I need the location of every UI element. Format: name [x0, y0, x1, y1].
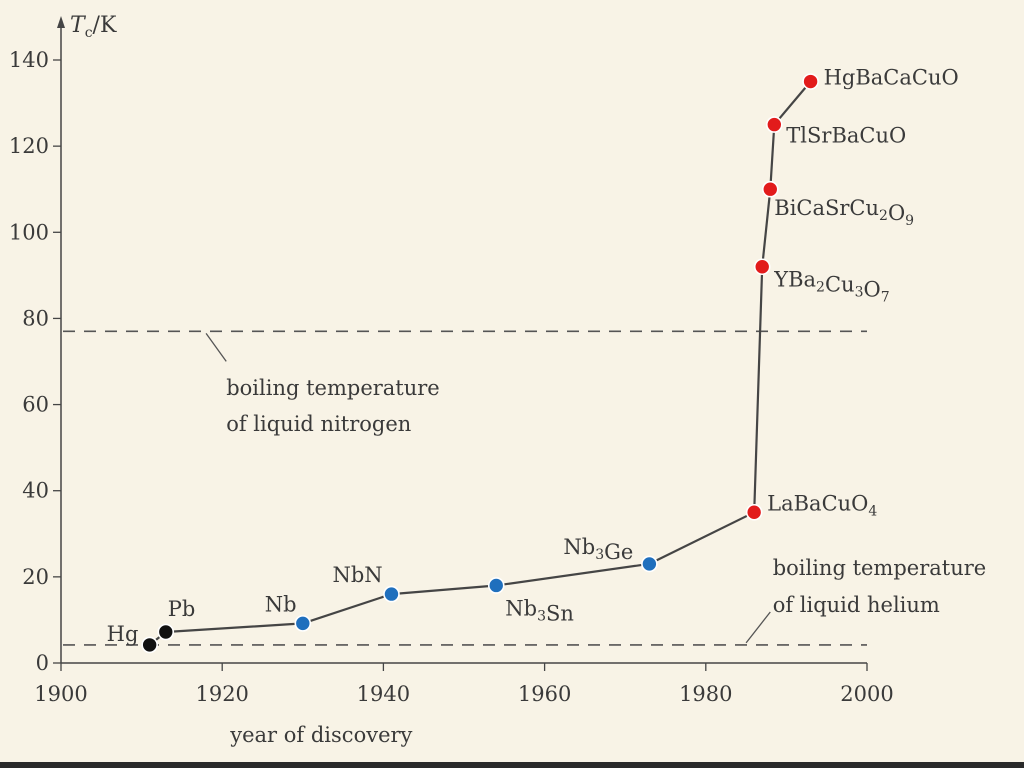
- x-tick-label: 1940: [357, 682, 410, 706]
- data-point: [753, 258, 771, 276]
- point-label: TlSrBaCuO: [786, 124, 906, 148]
- point-label: HgBaCaCuO: [824, 66, 959, 90]
- reference-lines: boiling temperature of liquid nitrogen boi…: [63, 330, 987, 646]
- y-axis-arrow: [57, 16, 65, 28]
- helium-label-leader: [745, 611, 771, 644]
- point-label: Hg: [107, 622, 139, 646]
- x-tick-label: 1920: [195, 682, 248, 706]
- y-tick-label: 20: [22, 565, 49, 589]
- point-label: NbN: [332, 563, 382, 587]
- data-point: [641, 555, 658, 573]
- data-point: [157, 623, 175, 641]
- nitrogen-label-leader: [205, 332, 227, 362]
- point-label: BiCaSrCu2O9: [774, 196, 914, 229]
- y-tick-label: 40: [22, 479, 49, 503]
- nitrogen-label-line-2: of liquid nitrogen: [226, 412, 411, 436]
- x-tick-label: 2000: [840, 682, 893, 706]
- point-label: Nb3Ge: [563, 535, 633, 564]
- data-point: [745, 503, 763, 521]
- y-tick-label: 140: [9, 48, 49, 72]
- data-point: [802, 73, 819, 90]
- axes: 1900 1920 1940 1960 1980 2000 0 20 40 60 80 100 120 1…: [9, 13, 894, 747]
- data-point: [383, 585, 400, 603]
- helium-label-line-2: of liquid helium: [773, 593, 940, 617]
- y-tick-label: 80: [22, 306, 49, 330]
- point-label: LaBaCuO4: [767, 491, 877, 519]
- y-tick-label: 0: [36, 651, 49, 675]
- data-point: [766, 116, 783, 133]
- y-tick-label: 120: [9, 134, 49, 158]
- data-point: [141, 636, 158, 654]
- nitrogen-label-line-1: boiling temperature: [226, 376, 440, 400]
- x-tick-label: 1960: [518, 682, 571, 706]
- y-tick-label: 100: [9, 220, 49, 244]
- point-label: Pb: [168, 597, 196, 621]
- y-tick-label: 60: [22, 393, 49, 417]
- point-labels: Hg Pb Nb NbN Nb3Sn Nb3Ge LaBaCuO4 YBa2Cu3O7 BiCa…: [107, 66, 959, 646]
- point-label: Nb: [265, 592, 297, 616]
- data-point: [487, 577, 505, 594]
- data-points: [141, 73, 819, 654]
- x-axis-label: year of discovery: [229, 723, 412, 747]
- x-tick-label: 1980: [679, 682, 732, 706]
- data-point: [294, 615, 312, 632]
- helium-label-line-1: boiling temperature: [773, 556, 987, 580]
- x-tick-label: 1900: [34, 682, 87, 706]
- data-point: [761, 180, 779, 198]
- point-label: Nb3Sn: [505, 596, 574, 625]
- point-label: YBa2Cu3O7: [773, 268, 889, 306]
- y-axis-label: Tc/K: [70, 13, 117, 41]
